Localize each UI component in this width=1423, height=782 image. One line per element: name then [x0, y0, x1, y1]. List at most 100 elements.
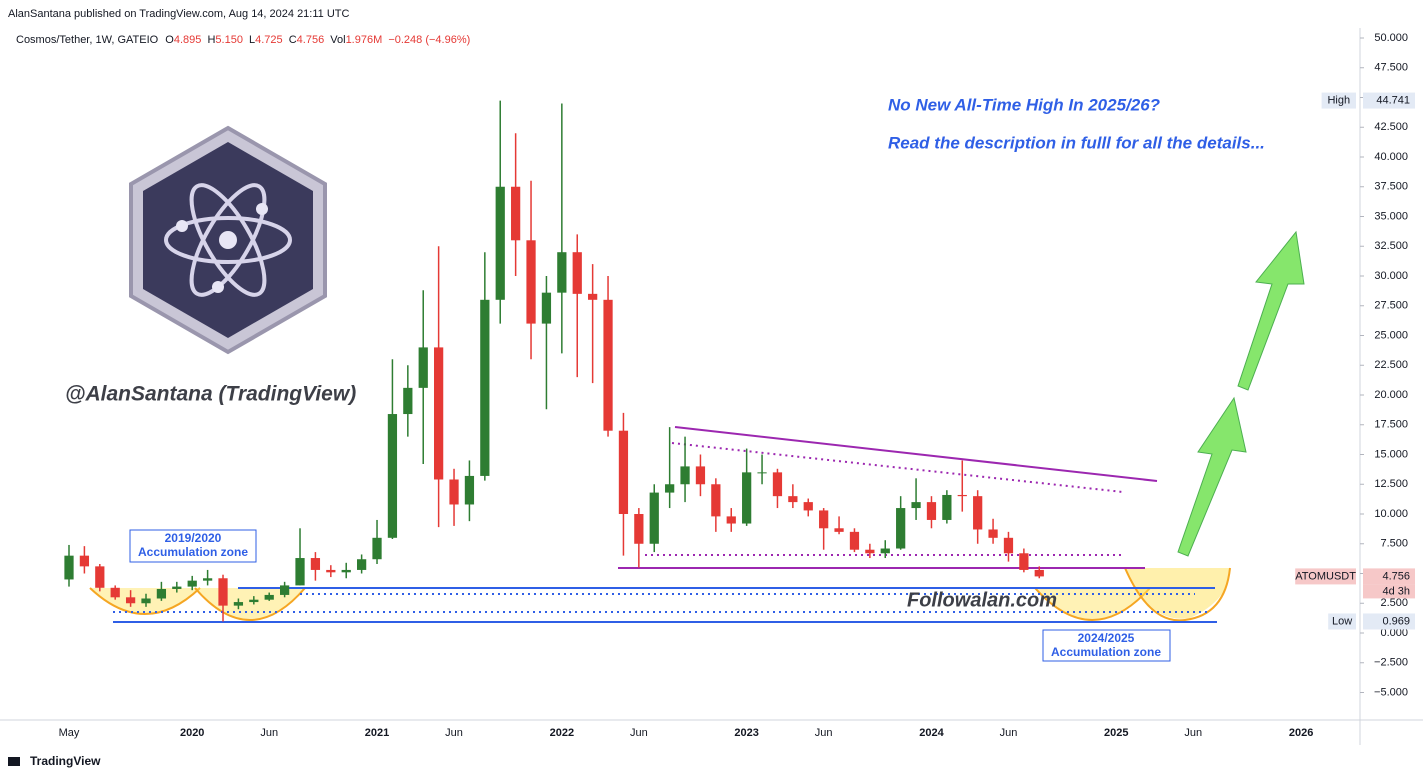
price-label-box: [1363, 613, 1415, 630]
candle-body: [849, 531, 860, 550]
price-label-value: 0.969: [1382, 615, 1410, 627]
candle-body: [326, 569, 336, 573]
y-tick-label: 50.000: [1374, 32, 1408, 44]
candle-body: [156, 588, 167, 599]
candle-body: [665, 484, 675, 493]
y-tick-label: 42.500: [1374, 121, 1408, 133]
candle-body: [695, 466, 706, 485]
annotation: Read the description in fulll for all th…: [888, 133, 1265, 152]
footer: TradingView: [8, 754, 101, 768]
candle-body: [634, 514, 644, 544]
candle-body: [495, 186, 505, 300]
publisher: AlanSantana published on TradingView.com…: [8, 8, 349, 20]
price-label-text: High: [1327, 94, 1350, 106]
y-tick-label: 15.000: [1374, 448, 1408, 460]
candle-body: [526, 240, 536, 324]
candle-body: [726, 516, 736, 524]
price-label-value: 4.756: [1382, 570, 1410, 582]
y-tick-label: −5.000: [1374, 686, 1408, 698]
zone-box: [129, 529, 257, 563]
candle-body: [357, 559, 367, 570]
candle-body: [64, 555, 74, 580]
zone-label: 2024/2025: [1078, 631, 1135, 645]
y-tick-label: 35.000: [1374, 210, 1408, 222]
x-tick-label: Jun: [815, 727, 833, 739]
candle-body: [957, 494, 967, 497]
y-tick-label: 27.500: [1374, 300, 1408, 312]
candle-body: [926, 502, 937, 520]
y-tick-label: 22.500: [1374, 359, 1408, 371]
price-label-sub: 4d 3h: [1382, 585, 1410, 597]
price-label-value: 44.741: [1376, 94, 1410, 106]
price-label-text: Low: [1332, 615, 1352, 627]
footer-brand: TradingView: [30, 754, 101, 768]
price-label-tag: [1295, 568, 1356, 585]
x-tick-label: 2021: [365, 727, 389, 739]
zone-box: [1042, 629, 1171, 662]
annotation: No New All-Time High In 2025/26?: [888, 95, 1161, 114]
candle-body: [988, 529, 998, 538]
candle-body: [680, 466, 690, 485]
x-tick-label: Jun: [1000, 727, 1018, 739]
candle-body: [865, 549, 875, 554]
zone-label: Accumulation zone: [1051, 645, 1161, 659]
y-tick-label: 47.500: [1374, 62, 1408, 74]
candle-body: [772, 472, 783, 497]
candle-body: [557, 252, 567, 293]
candle-body: [372, 537, 382, 560]
candle-body: [973, 496, 983, 530]
ohlc-label: O: [165, 34, 174, 46]
website: Followalan.com: [907, 589, 1057, 611]
candle-body: [95, 566, 105, 588]
volume-label: Vol: [330, 34, 345, 46]
price-label-text: ATOMUSDT: [1295, 570, 1356, 582]
zone-label: 2019/2020: [165, 531, 222, 545]
y-tick-label: 0.000: [1380, 627, 1408, 639]
y-tick-label: 20.000: [1374, 389, 1408, 401]
candle-body: [880, 548, 890, 554]
x-tick-label: Jun: [630, 727, 648, 739]
candle-body: [464, 475, 475, 505]
candle-body: [125, 597, 136, 604]
candle-body: [418, 347, 428, 388]
price-label-tag: [1321, 92, 1356, 109]
x-tick-label: 2023: [734, 727, 758, 739]
cosmos-logo: [129, 125, 327, 355]
candle-body: [295, 558, 305, 586]
volume-value: 1.976M: [346, 34, 383, 46]
candle-body: [618, 430, 629, 515]
candle-body: [449, 479, 459, 505]
candle-body: [172, 586, 182, 589]
candle-body: [141, 598, 151, 604]
candles: [64, 100, 1044, 622]
y-tick-label: 12.500: [1374, 478, 1408, 490]
change: −0.248 (−4.96%): [388, 34, 470, 46]
x-tick-label: 2025: [1104, 727, 1128, 739]
candle-body: [942, 494, 952, 520]
candle-body: [264, 594, 274, 600]
watermark: @AlanSantana (TradingView): [65, 383, 356, 406]
candle-body: [249, 599, 259, 603]
candle-body: [434, 347, 444, 480]
ohlc-value: 4.725: [255, 34, 283, 46]
x-tick-label: May: [59, 727, 80, 739]
candle-body: [896, 508, 906, 549]
candle-body: [233, 602, 244, 606]
candle-body: [834, 528, 844, 532]
y-tick-label: 40.000: [1374, 151, 1408, 163]
candle-body: [572, 252, 582, 294]
ohlc-label: H: [207, 34, 215, 46]
candle-body: [803, 502, 813, 511]
candle-body: [310, 558, 321, 570]
candle-body: [341, 569, 351, 573]
x-tick-label: 2020: [180, 727, 204, 739]
price-label-box: [1363, 568, 1415, 585]
candle-body: [480, 299, 490, 476]
candle-body: [218, 578, 228, 606]
zone-label: Accumulation zone: [138, 545, 248, 559]
price-label-box: [1363, 584, 1415, 599]
candle-body: [187, 580, 197, 587]
candle-body: [79, 555, 90, 567]
ohlc-value: 5.150: [215, 34, 243, 46]
ohlc-label: C: [289, 34, 297, 46]
